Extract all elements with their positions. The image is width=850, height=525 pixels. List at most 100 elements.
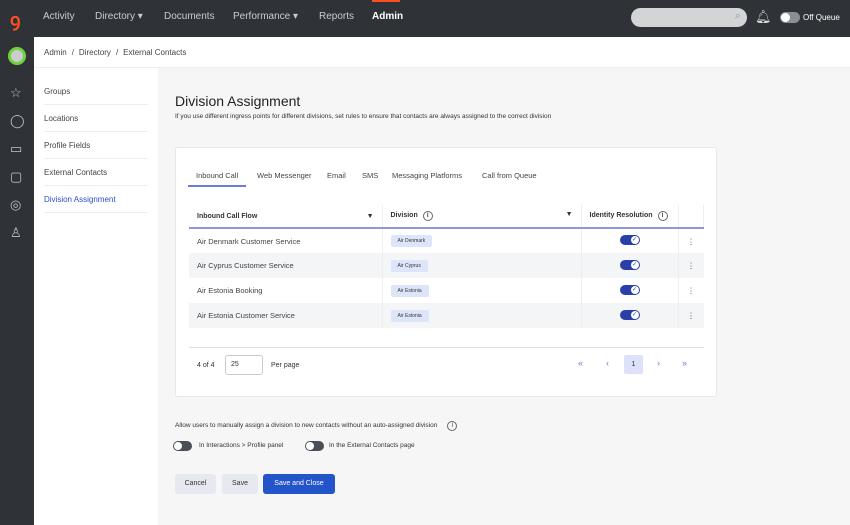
- nav-performance[interactable]: Performance ▾: [233, 11, 299, 22]
- info-icon[interactable]: i: [447, 421, 458, 431]
- tab-messaging-platforms[interactable]: Messaging Platforms: [392, 171, 463, 180]
- inbound-call-table: Inbound Call Flow ▼ Division i ▼ Identity R…: [189, 205, 704, 328]
- flow-cell: Air Estonia Booking: [189, 278, 383, 303]
- external-contacts-toggle[interactable]: [305, 441, 324, 451]
- subnav-division-assignment[interactable]: Division Assignment: [44, 186, 148, 213]
- profile-panel-toggle[interactable]: [173, 441, 192, 451]
- table-row[interactable]: Air Estonia Customer Service Air Estonia…: [189, 303, 704, 328]
- column-label: Division: [390, 212, 418, 219]
- tab-sms[interactable]: SMS: [362, 171, 379, 180]
- save-and-close-button[interactable]: Save and Close: [263, 474, 335, 494]
- breadcrumb-separator: /: [71, 48, 74, 57]
- division-chip[interactable]: Air Cyprus: [390, 259, 428, 272]
- result-count: 4 of 4: [197, 362, 215, 369]
- search-input[interactable]: ⌕: [631, 8, 747, 27]
- avatar[interactable]: [8, 47, 26, 65]
- book-icon[interactable]: ▢: [10, 169, 23, 184]
- page-1-button[interactable]: 1: [624, 355, 643, 374]
- sub-navigation: Groups Locations Profile Fields External…: [34, 68, 158, 525]
- left-rail: [0, 37, 34, 525]
- last-page-icon[interactable]: »: [682, 358, 688, 368]
- identity-resolution-toggle[interactable]: [619, 259, 640, 270]
- per-page-label: Per page: [271, 362, 300, 369]
- division-cell: Air Estonia: [382, 278, 582, 303]
- active-tab-indicator: [188, 185, 246, 187]
- column-header-flow[interactable]: Inbound Call Flow ▼: [189, 205, 383, 229]
- first-page-icon[interactable]: «: [578, 358, 584, 368]
- queue-status-label: Off Queue: [803, 13, 840, 22]
- identity-cell: [581, 278, 679, 303]
- table-row[interactable]: Air Denmark Customer Service Air Denmark…: [189, 228, 704, 253]
- subnav-profile-fields[interactable]: Profile Fields: [44, 132, 148, 159]
- bell-icon[interactable]: 🔔︎: [755, 9, 772, 24]
- identity-cell: [581, 228, 679, 253]
- nav-documents[interactable]: Documents: [164, 11, 215, 22]
- identity-resolution-toggle[interactable]: [619, 309, 640, 320]
- tab-email[interactable]: Email: [327, 171, 346, 180]
- table-row[interactable]: Air Cyprus Customer Service Air Cyprus ⋮: [189, 253, 704, 278]
- search-icon: ⌕: [734, 10, 741, 22]
- division-cell: Air Denmark: [382, 228, 582, 253]
- column-label: Identity Resolution: [589, 212, 653, 219]
- info-icon[interactable]: i: [657, 211, 668, 221]
- more-actions-icon[interactable]: ⋮: [678, 253, 704, 278]
- page-title: Division Assignment: [175, 93, 301, 109]
- breadcrumb-admin[interactable]: Admin: [44, 48, 67, 57]
- users-icon[interactable]: ♙: [10, 225, 22, 240]
- subnav-locations[interactable]: Locations: [44, 105, 148, 132]
- breadcrumb-directory[interactable]: Directory: [78, 48, 111, 57]
- nav-activity[interactable]: Activity: [43, 11, 75, 22]
- column-header-actions: [678, 205, 704, 229]
- identity-resolution-toggle[interactable]: [619, 235, 640, 245]
- subnav-groups[interactable]: Groups: [44, 78, 148, 105]
- more-actions-icon[interactable]: ⋮: [687, 286, 695, 295]
- column-label: Inbound Call Flow: [197, 212, 258, 220]
- info-icon[interactable]: i: [422, 211, 433, 221]
- chat-icon[interactable]: ◯: [10, 113, 25, 128]
- profile-panel-label: In Interactions > Profile panel: [199, 442, 284, 449]
- more-actions-icon[interactable]: ⋮: [678, 303, 704, 328]
- queue-toggle[interactable]: [780, 12, 800, 23]
- column-header-identity: Identity Resolution i: [581, 205, 679, 229]
- next-page-icon[interactable]: ›: [657, 358, 660, 368]
- table-row[interactable]: Air Estonia Booking Air Estonia ⋮: [189, 278, 704, 303]
- nav-directory[interactable]: Directory ▾: [95, 11, 143, 22]
- cancel-button[interactable]: Cancel: [175, 474, 216, 494]
- genesys-logo-icon[interactable]: ꝯ: [10, 10, 21, 30]
- page-description: If you use different ingress points for …: [175, 113, 552, 120]
- globe-icon[interactable]: ◎: [10, 197, 22, 212]
- tab-inbound-call[interactable]: Inbound Call: [196, 171, 239, 180]
- identity-resolution-toggle[interactable]: [619, 284, 640, 295]
- flow-cell: Air Estonia Customer Service: [189, 303, 383, 328]
- tab-web-messenger[interactable]: Web Messenger: [257, 171, 312, 180]
- division-chip[interactable]: Air Estonia: [390, 284, 429, 297]
- tab-call-from-queue[interactable]: Call from Queue: [482, 171, 537, 180]
- prev-page-icon[interactable]: ‹: [606, 358, 609, 368]
- per-page-input[interactable]: 25: [225, 355, 263, 375]
- nav-reports[interactable]: Reports: [319, 11, 355, 22]
- manual-assign-text: Allow users to manually assign a divisio…: [175, 421, 458, 431]
- assignment-card: Inbound Call Web Messenger Email SMS Mes…: [175, 147, 717, 397]
- breadcrumb-separator: /: [115, 48, 119, 57]
- breadcrumb-external-contacts: External Contacts: [123, 48, 187, 57]
- subnav-external-contacts[interactable]: External Contacts: [44, 159, 148, 186]
- division-chip[interactable]: Air Denmark: [390, 235, 433, 247]
- division-cell: Air Cyprus: [382, 253, 582, 278]
- active-nav-indicator: [372, 0, 400, 2]
- video-icon[interactable]: ▭: [10, 141, 23, 156]
- flow-cell: Air Cyprus Customer Service: [189, 253, 383, 278]
- nav-admin[interactable]: Admin: [372, 11, 404, 22]
- filter-icon[interactable]: ▼: [366, 212, 374, 220]
- division-cell: Air Estonia: [382, 303, 582, 328]
- breadcrumb: Admin / Directory / External Contacts: [34, 37, 850, 68]
- external-contacts-label: In the External Contacts page: [329, 442, 415, 449]
- star-icon[interactable]: ☆: [10, 85, 22, 100]
- pagination: 4 of 4 25 Per page « ‹ 1 › »: [189, 347, 704, 387]
- identity-cell: [581, 253, 679, 278]
- more-actions-icon[interactable]: ⋮: [687, 236, 695, 246]
- division-chip[interactable]: Air Estonia: [390, 309, 429, 322]
- save-button[interactable]: Save: [222, 474, 258, 494]
- filter-icon[interactable]: ▼: [565, 211, 573, 218]
- identity-cell: [581, 303, 679, 328]
- column-header-division[interactable]: Division i ▼: [382, 205, 582, 229]
